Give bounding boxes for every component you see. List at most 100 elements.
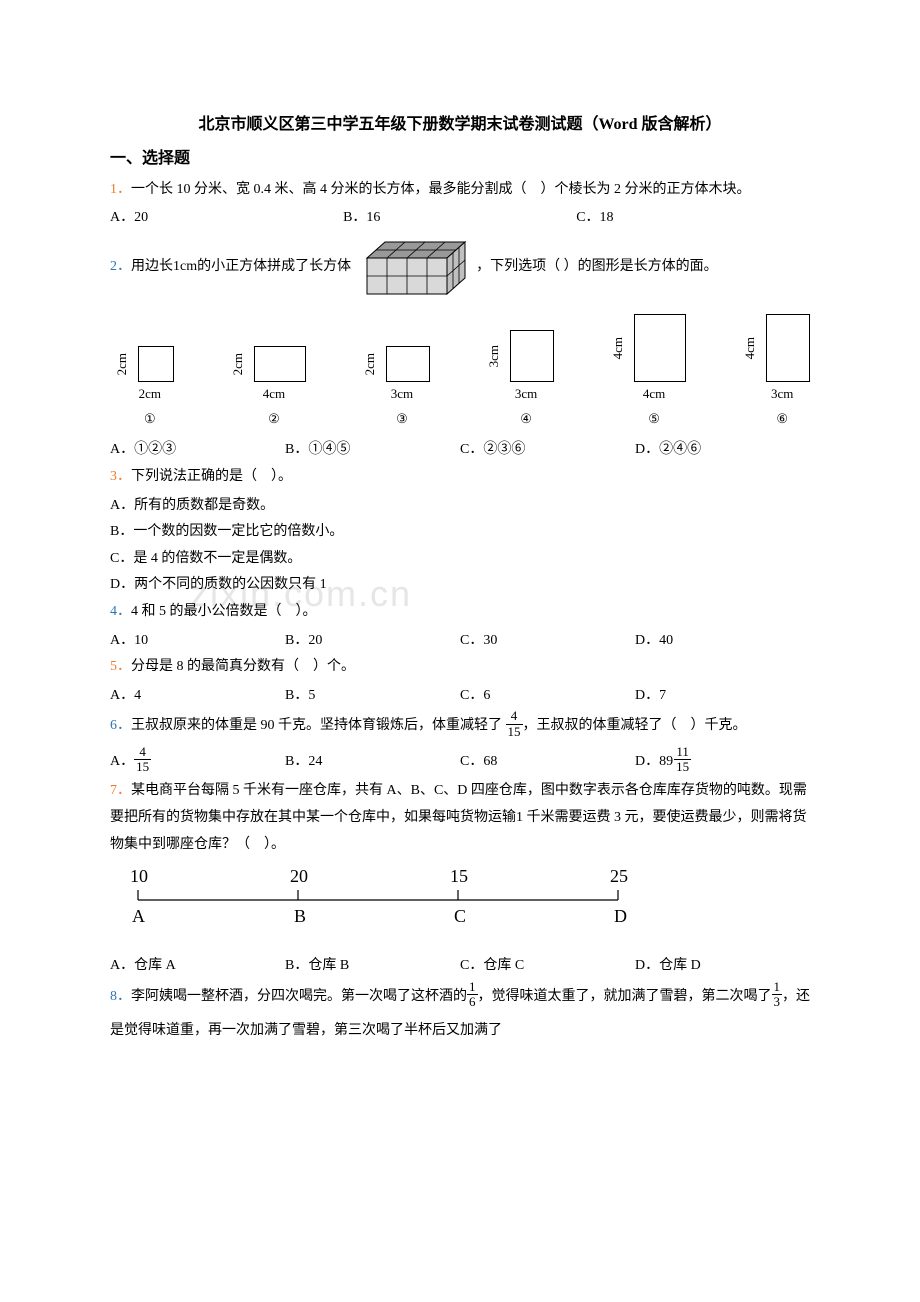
q5-options: A．4 B．5 C．6 D．7 <box>110 683 810 710</box>
q7-opt-c: C．仓库 C <box>460 953 635 980</box>
q5-opt-d: D．7 <box>635 683 810 710</box>
face4-w: 3cm <box>498 382 554 407</box>
q2-opt-b: B．①④⑤ <box>285 437 460 464</box>
q7-top-2: 20 <box>290 866 308 886</box>
q7-opt-b: B．仓库 B <box>285 953 460 980</box>
q3-opt-c: C．是 4 的倍数不一定是偶数。 <box>110 546 810 573</box>
q6-opt-c: C．68 <box>460 745 635 779</box>
q5-opt-a: A．4 <box>110 683 285 710</box>
qnum: 3． <box>110 469 131 484</box>
face-3: 2cm 3cm ③ <box>358 346 430 431</box>
q7-bot-2: B <box>294 906 306 926</box>
face-1: 2cm 2cm ① <box>110 346 174 431</box>
question-2: 2．用边长1cm的小正方体拼成了长方体 ，下列选项（ ）的图形是长方体的面。 <box>110 238 810 296</box>
q2-opt-a: A．①②③ <box>110 437 285 464</box>
qnum: 4． <box>110 604 131 619</box>
q8-f1: 16 <box>467 980 478 1010</box>
question-6: 6．王叔叔原来的体重是 90 千克。坚持体育锻炼后，体重减轻了 415，王叔叔的… <box>110 709 810 743</box>
question-4: 4．4 和 5 的最小公倍数是（ ）。 <box>110 599 810 626</box>
face6-h: 4cm <box>738 337 763 359</box>
face1-w: 2cm <box>126 382 174 407</box>
q2-opt-c: C．②③⑥ <box>460 437 635 464</box>
q7-top-1: 10 <box>130 866 148 886</box>
face5-label: ⑤ <box>622 407 686 432</box>
face2-label: ② <box>242 407 306 432</box>
question-3: 3．下列说法正确的是（ ）。 <box>110 464 810 491</box>
q3-opt-d: D．两个不同的质数的公因数只有 1 <box>110 572 810 599</box>
q6-pre: 王叔叔原来的体重是 90 千克。坚持体育锻炼后，体重减轻了 <box>131 718 502 733</box>
q1-opt-a: A．20 <box>110 205 343 232</box>
q6-opt-a: A．415 <box>110 745 285 779</box>
q6-opt-b: B．24 <box>285 745 460 779</box>
q4-opt-d: D．40 <box>635 628 810 655</box>
q4-options: A．10 B．20 C．30 D．40 <box>110 628 810 655</box>
q6-frac1: 415 <box>506 709 523 739</box>
q6-opt-d: D．891115 <box>635 745 810 779</box>
face1-label: ① <box>126 407 174 432</box>
qnum: 8． <box>110 989 131 1004</box>
q7-bot-1: A <box>132 906 145 926</box>
face3-w: 3cm <box>374 382 430 407</box>
q4-opt-b: B．20 <box>285 628 460 655</box>
q5-opt-c: C．6 <box>460 683 635 710</box>
face-6: 4cm 3cm ⑥ <box>738 314 810 431</box>
q2-post: ，下列选项（ ）的图形是长方体的面。 <box>476 259 718 274</box>
q1-opt-b: B．16 <box>343 205 576 232</box>
question-8: 8．李阿姨喝一整杯酒，分四次喝完。第一次喝了这杯酒的16，觉得味道太重了，就加满… <box>110 980 810 1047</box>
cuboid-icon <box>359 238 469 296</box>
q7-bot-4: D <box>614 906 627 926</box>
q7-text: 某电商平台每隔 5 千米有一座仓库，共有 A、B、C、D 四座仓库，图中数字表示… <box>110 783 807 851</box>
qnum: 5． <box>110 659 131 674</box>
q7-options: A．仓库 A B．仓库 B C．仓库 C D．仓库 D <box>110 953 810 980</box>
q3-opt-a: A．所有的质数都是奇数。 <box>110 493 810 520</box>
q3-opt-b: B．一个数的因数一定比它的倍数小。 <box>110 519 810 546</box>
face2-w: 4cm <box>242 382 306 407</box>
q4-opt-a: A．10 <box>110 628 285 655</box>
q2-faces: 2cm 2cm ① 2cm 4cm ② 2cm 3cm ③ 3cm 3cm ④ … <box>110 314 810 431</box>
q1-text: 一个长 10 分米、宽 0.4 米、高 4 分米的长方体，最多能分割成（ ）个棱… <box>131 182 751 197</box>
question-5: 5．分母是 8 的最简真分数有（ ）个。 <box>110 654 810 681</box>
q7-top-4: 25 <box>610 866 628 886</box>
q7-opt-d: D．仓库 D <box>635 953 810 980</box>
qnum: 7． <box>110 783 131 798</box>
q7-opt-a: A．仓库 A <box>110 953 285 980</box>
face4-h: 3cm <box>482 345 507 367</box>
face6-label: ⑥ <box>754 407 810 432</box>
face3-h: 2cm <box>358 353 383 375</box>
q5-opt-b: B．5 <box>285 683 460 710</box>
q5-text: 分母是 8 的最简真分数有（ ）个。 <box>131 659 355 674</box>
q2-options: A．①②③ B．①④⑤ C．②③⑥ D．②④⑥ <box>110 437 810 464</box>
q2-opt-d: D．②④⑥ <box>635 437 810 464</box>
section-heading: 一、选择题 <box>110 144 810 174</box>
face-4: 3cm 3cm ④ <box>482 330 554 431</box>
q6-post: ，王叔叔的体重减轻了（ ）千克。 <box>523 718 747 733</box>
qnum: 6． <box>110 718 131 733</box>
face1-h: 2cm <box>110 353 135 375</box>
face5-w: 4cm <box>622 382 686 407</box>
q7-diagram: 10 20 15 25 A B C D <box>110 864 810 945</box>
q7-top-3: 15 <box>450 866 468 886</box>
page-title: 北京市顺义区第三中学五年级下册数学期末试卷测试题（Word 版含解析） <box>110 110 810 140</box>
q2-pre: 用边长1cm的小正方体拼成了长方体 <box>131 259 351 274</box>
face5-h: 4cm <box>606 337 631 359</box>
qnum: 2． <box>110 259 131 274</box>
face4-label: ④ <box>498 407 554 432</box>
q3-text: 下列说法正确的是（ ）。 <box>131 469 292 484</box>
face3-label: ③ <box>374 407 430 432</box>
face2-h: 2cm <box>226 353 251 375</box>
q8-f2: 13 <box>772 980 783 1010</box>
face-5: 4cm 4cm ⑤ <box>606 314 686 431</box>
qnum: 1． <box>110 182 131 197</box>
q1-opt-c: C．18 <box>576 205 809 232</box>
q8-t2: ，觉得味道太重了，就加满了雪碧，第二次喝了 <box>478 989 772 1004</box>
face6-w: 3cm <box>754 382 810 407</box>
q4-opt-c: C．30 <box>460 628 635 655</box>
face-2: 2cm 4cm ② <box>226 346 306 431</box>
question-1: 1．一个长 10 分米、宽 0.4 米、高 4 分米的长方体，最多能分割成（ ）… <box>110 177 810 204</box>
q4-text: 4 和 5 的最小公倍数是（ ）。 <box>131 604 317 619</box>
question-7: 7．某电商平台每隔 5 千米有一座仓库，共有 A、B、C、D 四座仓库，图中数字… <box>110 778 810 858</box>
q8-t1: 李阿姨喝一整杯酒，分四次喝完。第一次喝了这杯酒的 <box>131 989 467 1004</box>
q7-bot-3: C <box>454 906 466 926</box>
q6-options: A．415 B．24 C．68 D．891115 <box>110 745 810 779</box>
q1-options: A．20 B．16 C．18 <box>110 205 810 232</box>
